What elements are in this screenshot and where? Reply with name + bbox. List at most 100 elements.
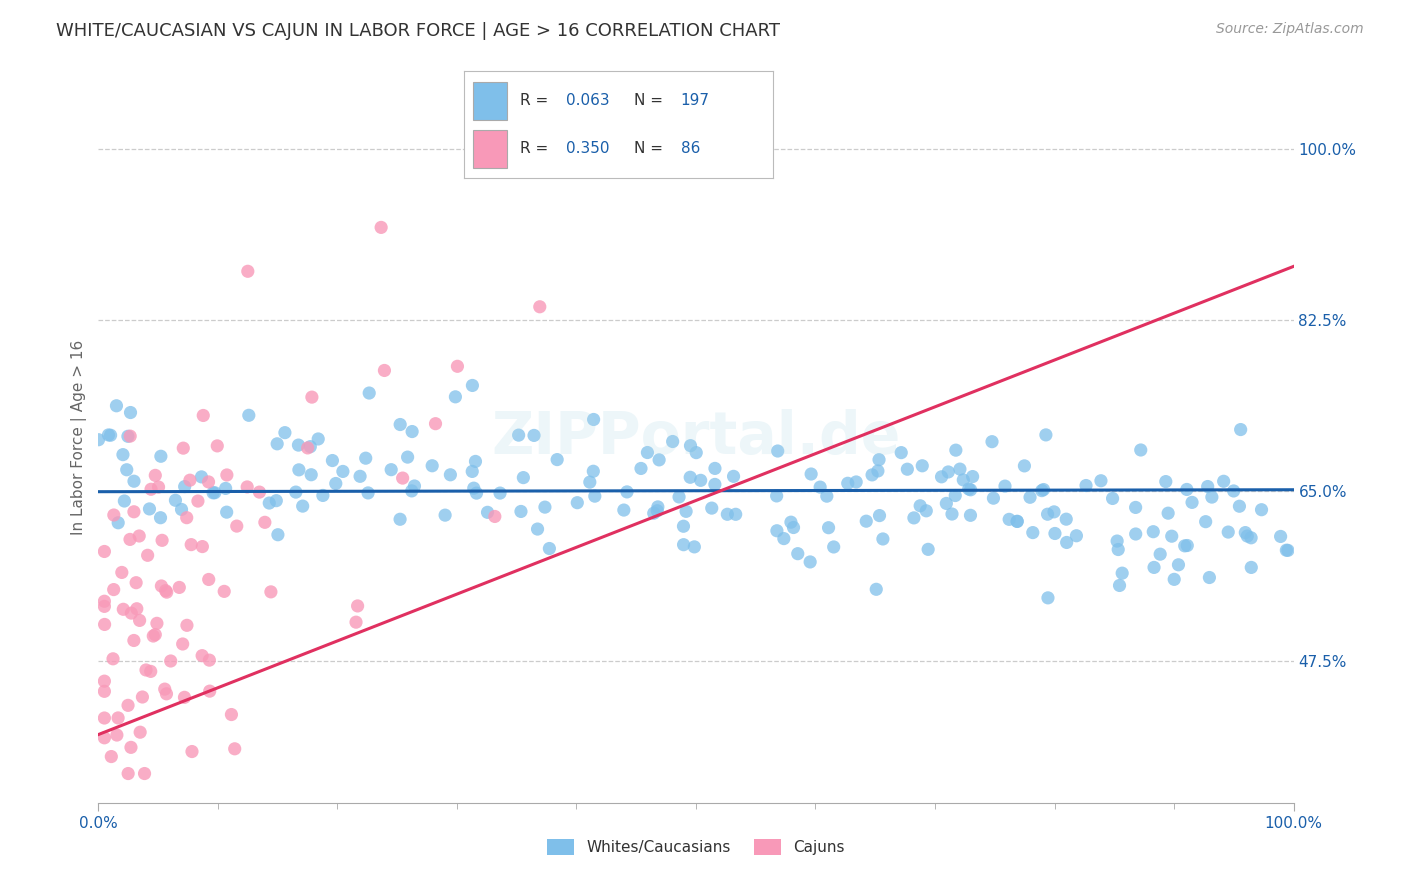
Point [583, 489, 606, 503]
Point [173, 690, 195, 705]
Point [159, 654, 181, 668]
Point [1022, 525, 1045, 540]
Point [93, 594, 115, 608]
Point [434, 508, 457, 523]
Point [253, 516, 276, 530]
Point [1056, 535, 1078, 549]
Point [837, 476, 859, 491]
Point [1036, 591, 1059, 605]
Point [100, 428, 122, 442]
Point [647, 500, 669, 514]
Point [613, 503, 636, 517]
Point [773, 532, 796, 546]
Point [510, 504, 533, 518]
Point [198, 653, 221, 667]
Y-axis label: In Labor Force | Age > 16: In Labor Force | Age > 16 [72, 340, 87, 534]
Point [198, 684, 221, 698]
Point [267, 527, 290, 541]
Point [908, 499, 931, 513]
Point [994, 479, 1017, 493]
Point [291, 499, 314, 513]
Point [1107, 534, 1129, 549]
Point [87, 433, 110, 447]
Point [1175, 483, 1198, 497]
Point [97, 428, 120, 442]
Point [689, 474, 711, 488]
Point [357, 486, 380, 500]
Text: R =: R = [520, 94, 553, 108]
Point [120, 606, 142, 620]
Point [401, 425, 423, 439]
Point [465, 486, 488, 500]
Point [176, 510, 198, 524]
Point [484, 509, 506, 524]
Point [1275, 543, 1298, 558]
Point [146, 616, 169, 631]
Point [1019, 490, 1042, 504]
Point [107, 516, 129, 530]
Point [404, 479, 426, 493]
Point [579, 475, 602, 490]
Point [346, 599, 368, 613]
Point [786, 547, 808, 561]
Point [998, 512, 1021, 526]
Point [193, 409, 215, 423]
Point [1270, 529, 1292, 543]
Point [1036, 507, 1059, 521]
Point [370, 220, 392, 235]
Point [238, 409, 260, 423]
Point [1014, 458, 1036, 473]
Point [1154, 475, 1177, 489]
Point [957, 482, 980, 496]
Point [1149, 547, 1171, 561]
Text: WHITE/CAUCASIAN VS CAJUN IN LABOR FORCE | AGE > 16 CORRELATION CHART: WHITE/CAUCASIAN VS CAJUN IN LABOR FORCE … [56, 22, 780, 40]
Point [866, 464, 889, 478]
Point [93, 711, 115, 725]
Point [661, 434, 683, 449]
Point [172, 441, 194, 455]
Point [630, 461, 652, 475]
Point [529, 300, 551, 314]
Point [125, 601, 148, 615]
Point [1234, 525, 1257, 540]
Point [236, 480, 259, 494]
Point [683, 540, 706, 554]
Point [165, 493, 187, 508]
Text: 0.350: 0.350 [567, 142, 610, 156]
Point [512, 470, 534, 484]
Point [1043, 526, 1066, 541]
Point [941, 507, 963, 521]
Point [817, 521, 839, 535]
Point [249, 485, 271, 500]
Point [143, 627, 166, 641]
Point [112, 494, 135, 508]
Point [312, 488, 335, 502]
Point [931, 470, 953, 484]
Point [321, 453, 343, 467]
Point [508, 428, 530, 442]
Point [935, 496, 957, 510]
Point [1101, 491, 1123, 506]
Point [103, 582, 125, 597]
Point [153, 682, 176, 697]
Point [179, 473, 201, 487]
Point [260, 585, 283, 599]
Point [215, 467, 238, 482]
Text: 86: 86 [681, 142, 700, 156]
Text: ZIPPortal.de: ZIPPortal.de [491, 409, 901, 466]
Point [1277, 543, 1299, 558]
Point [815, 489, 838, 503]
Point [207, 439, 229, 453]
Point [150, 533, 173, 548]
Point [359, 386, 381, 401]
Point [477, 505, 499, 519]
Point [349, 469, 371, 483]
Point [181, 745, 204, 759]
Point [117, 429, 139, 443]
Point [259, 496, 281, 510]
Point [202, 485, 225, 500]
Point [616, 484, 638, 499]
Point [1174, 539, 1197, 553]
Point [1142, 524, 1164, 539]
Point [149, 450, 172, 464]
